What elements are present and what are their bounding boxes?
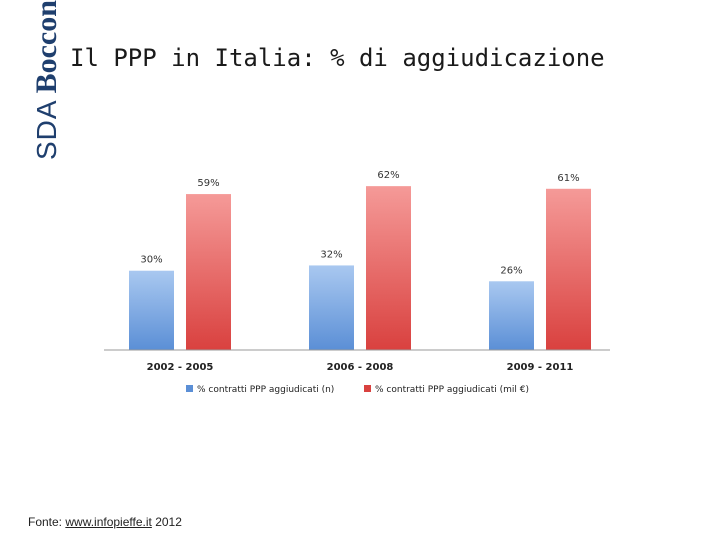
x-tick-label-1: 2002 - 2005 [147,362,214,373]
data-label-s2-3: 61% [557,173,579,184]
data-label-s1-2: 32% [320,249,342,260]
data-label-s1-1: 30% [140,255,162,266]
legend-swatch-2 [364,385,371,392]
data-label-s2-2: 62% [377,170,399,181]
sda-bocconi-logo: SDA Bocconi [0,0,63,170]
page-title: Il PPP in Italia: % di aggiudicazione [70,44,605,72]
bar-s2-1 [186,194,231,350]
source-link[interactable]: www.infopieffe.it [65,515,152,529]
x-tick-label-2: 2006 - 2008 [327,362,394,373]
bar-s1-2 [309,265,354,350]
legend-swatch-1 [186,385,193,392]
bar-s2-2 [366,186,411,350]
source-note: Fonte: www.infopieffe.it 2012 [28,515,182,529]
legend-label-1: % contratti PPP aggiudicati (n) [197,385,334,395]
data-label-s2-1: 59% [197,178,219,189]
bar-s2-3 [546,188,591,350]
logo-bocconi: Bocconi [30,0,63,94]
logo-sda: SDA [31,99,62,160]
bar-chart: 30% 59% 2002 - 2005 32% 62% 2006 - 2008 26% 61%… [104,170,610,395]
legend-label-2: % contratti PPP aggiudicati (mil €) [375,385,529,395]
bar-s1-3 [489,281,534,350]
bar-s1-1 [129,270,174,350]
x-tick-label-3: 2009 - 2011 [507,362,574,373]
source-suffix: 2012 [151,515,182,529]
logo-text: SDA Bocconi [30,0,64,160]
data-label-s1-3: 26% [500,265,522,276]
source-prefix: Fonte: [28,515,66,529]
